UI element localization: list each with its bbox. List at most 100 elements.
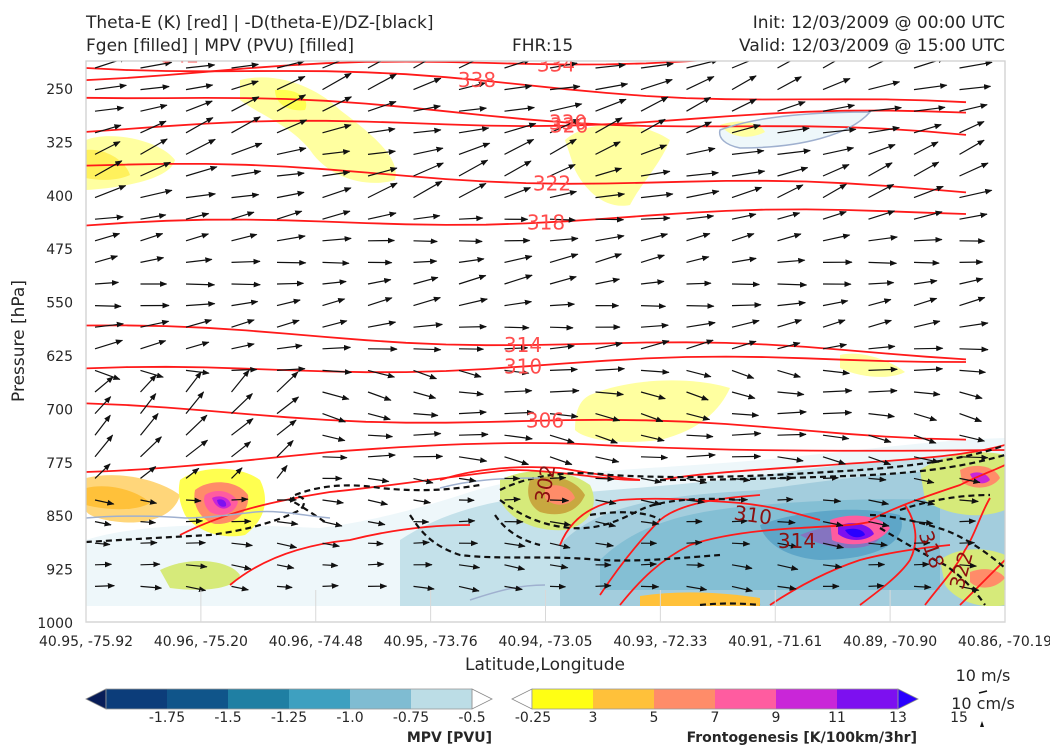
- wind-vector: [822, 563, 843, 570]
- wind-vector: [231, 169, 262, 177]
- wind-vector: [322, 72, 352, 91]
- wind-vector: [959, 321, 989, 328]
- wind-vector: [367, 391, 392, 401]
- wind-vector: [959, 540, 976, 546]
- wind-vector: [731, 124, 761, 134]
- wind-vector: [640, 339, 670, 350]
- wind-vector: [868, 260, 898, 266]
- wind-vector: [140, 138, 168, 155]
- mpv-tick: -0.5: [458, 710, 485, 726]
- wind-vector: [595, 216, 625, 223]
- wind-vector: [913, 210, 943, 220]
- wind-vector: [959, 188, 993, 199]
- wind-vector: [686, 391, 709, 401]
- wind-vector: [413, 213, 441, 220]
- wind-vector: [276, 298, 301, 307]
- wind-vector: [822, 127, 857, 134]
- wind-vector: [1004, 132, 1005, 133]
- wind-vector: [731, 148, 765, 155]
- wind-vector: [595, 542, 615, 548]
- x-axis-ticks: 40.95, -75.92 40.96, -75.20 40.96, -74.48 4…: [39, 634, 1050, 650]
- wind-vector: [94, 463, 111, 479]
- y-tick-475: 475: [46, 242, 73, 258]
- wind-vector: [686, 539, 703, 546]
- y-tick-400: 400: [46, 189, 73, 205]
- wind-vector: [140, 584, 163, 591]
- wind-vector: [913, 561, 930, 568]
- wind-vector: [231, 192, 260, 199]
- wind-vector: [504, 585, 523, 592]
- wind-vector: [367, 520, 386, 527]
- wind-vector: [504, 564, 526, 571]
- wind-vector: [549, 275, 577, 285]
- wind-vector: [640, 118, 666, 134]
- fgen-tick: 11: [828, 710, 846, 726]
- wind-vector: [322, 391, 350, 401]
- colorbar-swatch: [350, 689, 411, 709]
- wind-vector: [140, 499, 158, 505]
- wind-vector: [276, 464, 288, 479]
- wind-vector: [640, 61, 674, 69]
- wind-vector: [322, 434, 346, 442]
- wind-vector: [231, 418, 254, 436]
- wind-vector: [1004, 153, 1005, 155]
- wind-vector: [413, 127, 442, 134]
- wind-vector: [822, 542, 845, 550]
- wind-vector: [231, 319, 255, 328]
- wind-vector: [276, 371, 299, 393]
- wind-vector: [1004, 392, 1005, 393]
- wind-vector: [777, 341, 801, 350]
- wind-vector: [549, 253, 579, 263]
- wind-vector: [94, 396, 112, 415]
- wind-vector: [322, 187, 352, 199]
- wind-vector: [549, 497, 570, 504]
- wind-vector: [322, 236, 352, 242]
- wind-vector: [367, 61, 383, 69]
- wind-vector: [686, 189, 720, 199]
- wind-vector: [504, 160, 532, 177]
- wind-vector: [549, 190, 578, 199]
- wind-vector: [185, 301, 216, 307]
- colorbar-extend-left: [511, 688, 533, 710]
- wind-vector: [595, 413, 621, 422]
- wind-vector: [94, 255, 119, 263]
- wind-ref-w: 10 cm/s: [951, 694, 1015, 713]
- wind-vector: [458, 585, 480, 593]
- x-tick-label: 40.95, -75.92: [39, 634, 133, 650]
- wind-vector: [458, 215, 484, 222]
- wind-vector: [868, 499, 890, 506]
- wind-vector: [367, 561, 385, 568]
- wind-vector: [595, 234, 625, 242]
- mpv-colorbar: -1.75 -1.5 -1.25 -1.0 -0.75 -0.5 -0.25: [85, 688, 551, 726]
- wind-vector: [913, 456, 940, 464]
- wind-vector: [231, 441, 252, 458]
- wind-vector: [504, 187, 532, 199]
- wind-vector: [140, 61, 173, 69]
- wind-vectors: [94, 61, 1005, 593]
- wind-vector: [777, 233, 802, 242]
- wind-vector: [913, 413, 938, 422]
- wind-vector: [231, 496, 249, 503]
- wind-vector: [140, 374, 157, 393]
- wind-vector: [731, 281, 761, 288]
- wind-vector: [640, 413, 664, 423]
- wind-vector: [868, 125, 901, 134]
- wind-vector: [504, 388, 533, 394]
- wind-vector: [731, 540, 751, 547]
- wind-vector: [868, 162, 893, 177]
- wind-vector: [640, 169, 671, 177]
- wind-vector: [413, 162, 444, 177]
- wind-vector: [367, 320, 397, 328]
- wind-vector: [140, 319, 170, 328]
- wind-vector: [1004, 499, 1005, 500]
- wind-vector: [276, 584, 293, 590]
- wind-vector: [367, 433, 394, 440]
- wind-vector: [822, 342, 848, 350]
- colorbar-swatch: [593, 689, 654, 709]
- wind-vector: [367, 413, 391, 421]
- wind-vector: [185, 341, 210, 350]
- wind-vector: [595, 583, 612, 589]
- wind-vector: [777, 391, 805, 397]
- wind-vector: [868, 80, 901, 91]
- wind-vector: [185, 233, 210, 242]
